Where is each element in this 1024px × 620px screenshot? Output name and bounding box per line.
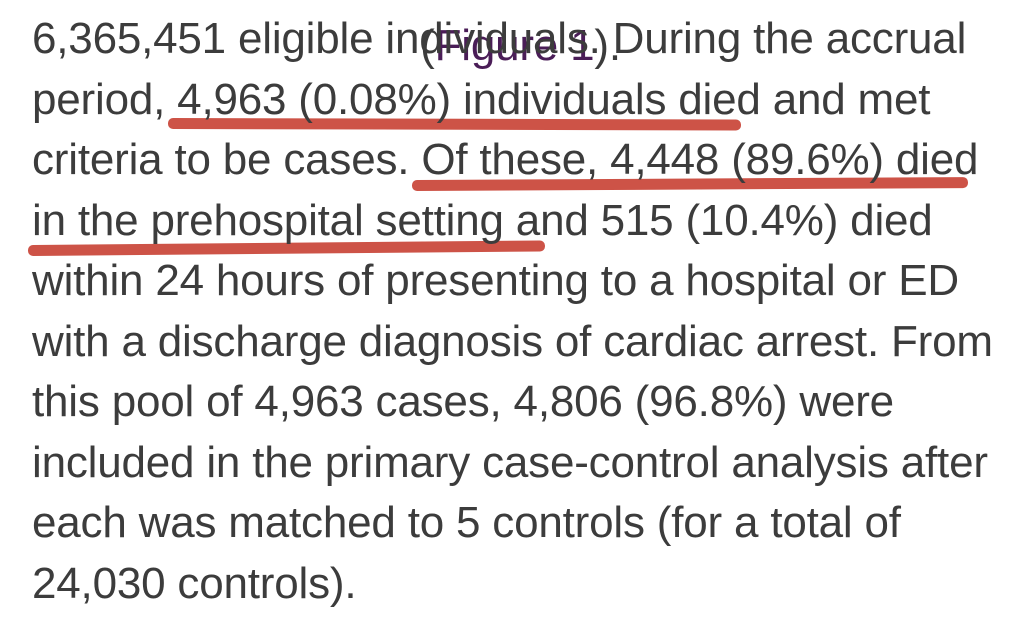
text-segment: 6,365,451 eligible individuals. During t… (32, 14, 967, 63)
text-line: 24,030 controls). (32, 554, 993, 615)
text-segment: and 515 (10.4%) died (503, 195, 933, 245)
figure-link[interactable]: Figure 1 (434, 20, 595, 70)
underlined-phrase: 4,963 (0.08%) individuals died (177, 74, 761, 124)
text-line: included in the primary case-control ana… (32, 433, 993, 494)
text-segment: within 24 hours of presenting to a hospi… (32, 256, 959, 305)
text-segment: included in the primary case-control ana… (32, 437, 988, 487)
text-segment: period, (32, 74, 178, 124)
text-line: with a discharge diagnosis of cardiac ar… (32, 312, 993, 373)
text-segment: and met (760, 74, 931, 124)
text-segment: 24,030 controls). (32, 558, 357, 608)
text-line: within 24 hours of presenting to a hospi… (32, 251, 993, 312)
text-line: criteria to be cases. Of these, 4,448 (8… (32, 130, 993, 191)
paragraph-text: 6,365,451 eligible individuals. During t… (32, 9, 993, 614)
underlined-phrase: in the prehospital setting (32, 195, 504, 245)
text-line: period, 4,963 (0.08%) individuals died a… (32, 70, 993, 131)
text-line: each was matched to 5 controls (for a to… (32, 493, 993, 554)
underlined-phrase: Of these, 4,448 (89.6%) died (421, 135, 979, 184)
text-line: in the prehospital setting and 515 (10.4… (32, 191, 993, 252)
text-segment: criteria to be cases. (32, 135, 422, 184)
clipped-figure-reference-line: (Figure 1). (372, 0, 621, 137)
text-line: 6,365,451 eligible individuals. During t… (32, 9, 993, 70)
text-segment: with a discharge diagnosis of cardiac ar… (32, 316, 993, 366)
figure-ref-open-paren: ( (420, 20, 435, 70)
figure-ref-close-paren: ). (594, 20, 621, 70)
text-segment: this pool of 4,963 cases, 4,806 (96.8%) … (32, 377, 894, 426)
text-line: this pool of 4,963 cases, 4,806 (96.8%) … (32, 372, 993, 433)
text-segment: each was matched to 5 controls (for a to… (32, 498, 901, 547)
